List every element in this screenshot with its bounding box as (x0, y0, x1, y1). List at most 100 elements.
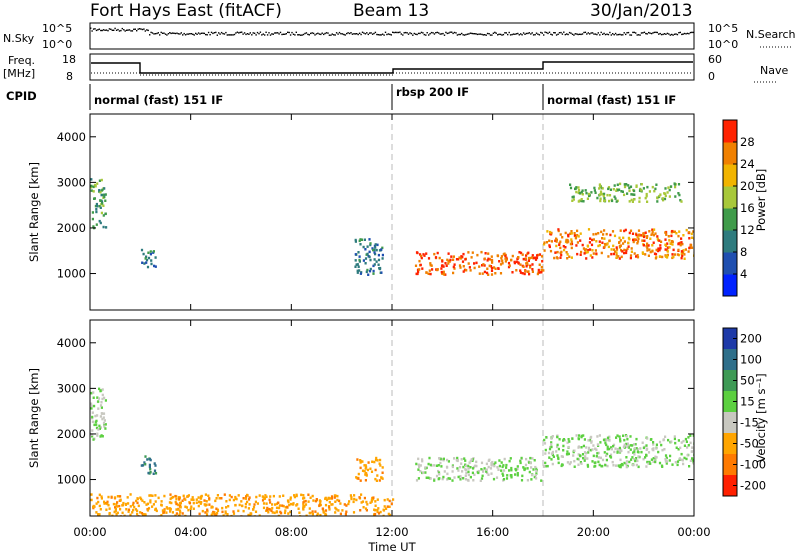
scatter-cell (523, 272, 526, 276)
scatter-cell (683, 253, 686, 256)
scatter-cell (311, 494, 314, 498)
noise-point (663, 33, 666, 35)
scatter-cell (620, 462, 623, 466)
nave-tick-bottom: 0 (708, 70, 715, 83)
scatter-cell (560, 253, 563, 257)
scatter-cell (416, 272, 419, 276)
noise-point (209, 34, 211, 36)
scatter-cell (677, 448, 680, 451)
scatter-cell (577, 235, 580, 238)
scatter-cell (535, 469, 538, 473)
scatter-cell (593, 186, 596, 190)
scatter-cell (435, 464, 438, 467)
scatter-cell (293, 494, 296, 497)
noise-point (456, 34, 459, 36)
scatter-cell (610, 252, 613, 256)
scatter-cell (649, 462, 652, 465)
scatter-cell (245, 495, 248, 498)
scatter-cell (581, 189, 584, 192)
noise-point (511, 33, 513, 36)
scatter-cell (91, 429, 94, 432)
scatter-cell (639, 447, 642, 450)
scatter-cell (491, 261, 494, 264)
scatter-cell (356, 458, 359, 461)
scatter-cell (577, 463, 580, 466)
scatter-cell (95, 511, 98, 514)
scatter-cell (664, 255, 668, 258)
noise-point (374, 31, 377, 34)
scatter-cell (630, 458, 633, 461)
nave-trace (91, 72, 693, 76)
noise-point (392, 31, 394, 33)
scatter-cell (691, 450, 694, 453)
scatter-cell (199, 497, 202, 500)
scatter-cell (615, 256, 619, 259)
noise-point (236, 31, 239, 33)
scatter-cell (127, 502, 130, 505)
scatter-cell (608, 439, 611, 442)
noise-point (251, 34, 253, 36)
scatter-cell (152, 503, 155, 506)
scatter-cell (461, 470, 464, 473)
noise-point (138, 28, 141, 30)
x-tick-label: 12:00 (375, 525, 408, 539)
scatter-cell (679, 446, 682, 450)
scatter-cell (616, 183, 619, 186)
noise-point (295, 31, 297, 33)
scatter-cell (144, 513, 147, 516)
scatter-cell (143, 262, 146, 265)
scatter-cell (502, 474, 505, 477)
scatter-cell (524, 463, 528, 467)
scatter-cell (467, 467, 470, 470)
scatter-cell (598, 240, 601, 243)
scatter-cell (442, 457, 445, 461)
scatter-cell (666, 246, 669, 249)
scatter-cell (522, 466, 525, 469)
scatter-cell (283, 511, 287, 515)
colorbar-frame (722, 327, 738, 497)
scatter-cell (589, 237, 592, 240)
scatter-cell (570, 230, 573, 233)
noise-point (655, 31, 657, 33)
scatter-cell (354, 265, 357, 268)
scatter-cell (610, 447, 613, 451)
scatter-cell (503, 457, 506, 461)
scatter-cell (680, 458, 683, 461)
scatter-cell (583, 459, 586, 462)
scatter-cell (530, 256, 533, 259)
scatter-cell (392, 498, 395, 501)
scatter-cell (98, 189, 101, 192)
scatter-cell (321, 507, 325, 511)
noise-point (318, 33, 321, 35)
noise-point (494, 31, 496, 34)
noise-point (98, 28, 100, 30)
noise-point (620, 34, 623, 36)
scatter-cell (511, 254, 514, 258)
scatter-cell (502, 478, 506, 481)
scatter-cell (464, 459, 467, 462)
scatter-cell (388, 499, 391, 503)
scatter-cell (616, 434, 619, 437)
scatter-cell (330, 503, 333, 506)
scatter-cell (359, 479, 362, 482)
scatter-cell (309, 496, 312, 499)
scatter-cell (574, 236, 578, 239)
noise-point (445, 31, 447, 34)
scatter-cell (546, 230, 549, 233)
scatter-cell (336, 498, 339, 502)
scatter-cell (597, 451, 600, 455)
scatter-cell (482, 263, 485, 266)
scatter-cell (585, 446, 588, 449)
scatter-cell (594, 447, 597, 450)
scatter-cell (557, 447, 560, 451)
scatter-cell (140, 512, 144, 515)
scatter-cell (121, 511, 124, 515)
colorbar-tick-label: 28 (740, 135, 755, 149)
scatter-cell (673, 230, 676, 234)
noise-point (127, 29, 129, 31)
scatter-cell (533, 459, 536, 462)
scatter-cell (452, 258, 455, 261)
scatter-cell (187, 508, 190, 512)
scatter-cell (364, 507, 368, 510)
noise-point (678, 32, 680, 34)
